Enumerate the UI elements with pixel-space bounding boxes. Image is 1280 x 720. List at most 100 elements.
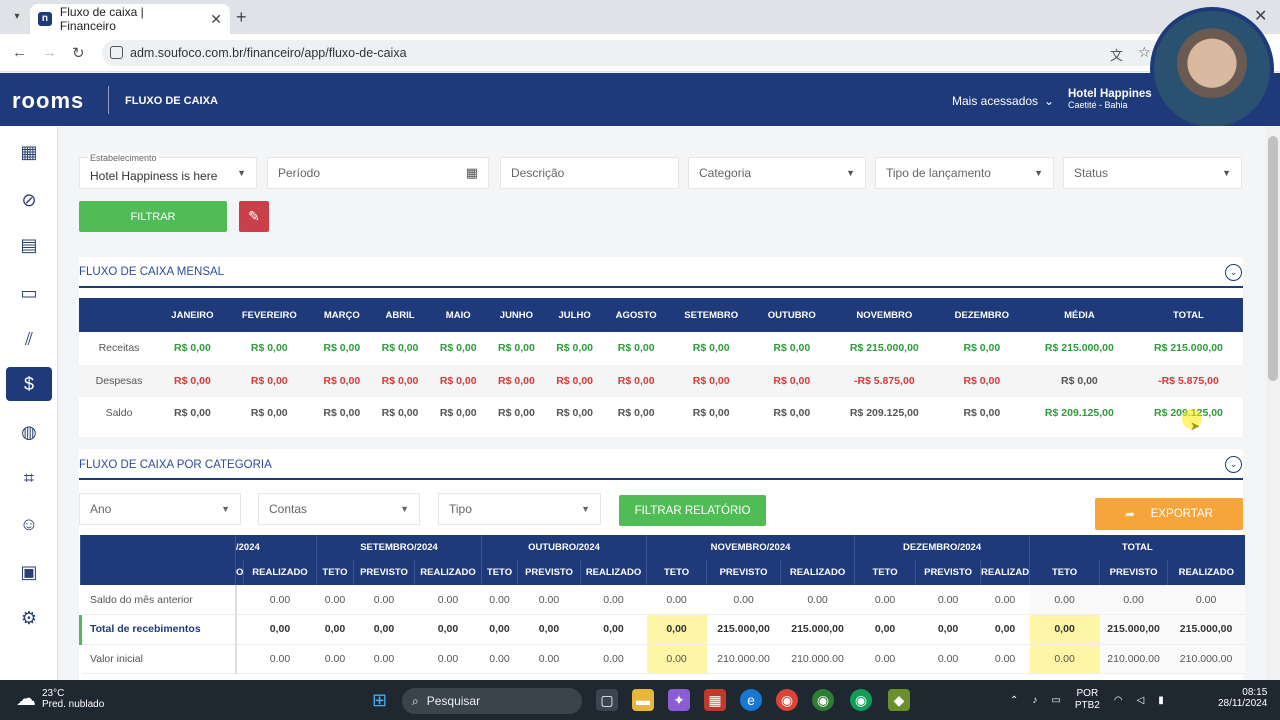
user-settings-icon[interactable]: ⚙ — [20, 607, 38, 628]
calendar-icon[interactable]: ▦ — [465, 165, 478, 180]
edge-icon[interactable]: e — [740, 689, 762, 711]
file-explorer-icon[interactable]: ▬ — [632, 689, 654, 711]
category-cell: 210.000.00 — [1099, 644, 1168, 674]
category-cell: 0.00 — [780, 585, 855, 615]
category-label-header — [80, 535, 236, 585]
category-cell — [235, 585, 244, 615]
hotel-selector[interactable]: Hotel Happines Caetité - Bahia — [1068, 88, 1152, 110]
logo-divider — [108, 86, 109, 114]
categoria-select[interactable]: Categoria ▼ — [688, 157, 866, 189]
site-info-icon[interactable] — [110, 46, 123, 59]
filtrar-button[interactable]: FILTRAR — [79, 201, 227, 232]
monthly-cell: R$ 0,00 — [323, 407, 361, 420]
category-subheader: REALIZADO — [980, 560, 1030, 585]
tab-search-chevron-icon[interactable]: ▾ — [14, 11, 20, 22]
close-tab-icon[interactable]: ✕ — [210, 10, 222, 27]
cloud-sun-icon: ☁ — [16, 688, 36, 710]
chevron-up-icon[interactable]: ⌃ — [1010, 694, 1019, 706]
category-title: FLUXO DE CAIXA POR CATEGORIA — [79, 459, 272, 471]
windows-start-icon[interactable]: ⊞ — [372, 690, 388, 710]
mais-acessados-menu[interactable]: Mais acessados ⌄ — [952, 94, 1054, 108]
browser-tab[interactable]: n Fluxo de caixa | Financeiro ✕ — [30, 4, 230, 34]
category-cell: 0.00 — [580, 585, 647, 615]
smile-icon[interactable]: ☺ — [19, 513, 39, 534]
monthly-cell: R$ 0,00 — [668, 364, 754, 397]
monthly-cell: R$ 0,00 — [603, 364, 669, 397]
new-tab-icon[interactable]: + — [236, 7, 247, 27]
chrome-profile-icon[interactable]: ◉ — [812, 689, 834, 711]
monthly-col-header: OUTUBRO — [753, 298, 830, 332]
category-subheader: PREVISTO — [517, 560, 581, 585]
filtrar-relatorio-button[interactable]: FILTRAR RELATÓRIO — [619, 495, 766, 526]
finance-icon[interactable]: $ — [6, 367, 52, 401]
url-text: adm.soufoco.com.br/financeiro/app/fluxo-… — [130, 46, 407, 60]
battery-icon[interactable]: ▮ — [1158, 694, 1164, 706]
tipo-placeholder: Tipo — [449, 502, 472, 516]
category-cell: 0.00 — [316, 585, 354, 615]
collapse-chevron-icon[interactable]: ⌄ — [1225, 456, 1242, 473]
clear-filters-button[interactable]: ✎ — [239, 201, 269, 232]
back-icon[interactable]: ← — [12, 44, 27, 61]
periodo-input[interactable]: Período ▦ — [267, 157, 489, 189]
contas-select[interactable]: Contas ▼ — [258, 493, 420, 525]
tipo-lancamento-select[interactable]: Tipo de lançamento ▼ — [875, 157, 1054, 189]
display-icon[interactable]: ▭ — [1051, 694, 1061, 706]
forward-icon[interactable]: → — [42, 44, 57, 61]
document-icon[interactable]: ▤ — [20, 234, 38, 255]
qr-scan-icon[interactable]: ⌗ — [23, 467, 35, 488]
category-cell: 215.000,00 — [1167, 614, 1245, 645]
category-group: OUTUBRO/2024 — [481, 535, 647, 560]
monthly-cell: R$ 0,00 — [487, 364, 546, 397]
scrollbar-thumb[interactable] — [1268, 136, 1278, 381]
monthly-cell: R$ 0,00 — [225, 364, 313, 397]
category-cell: 0.00 — [481, 644, 518, 674]
window-close-icon[interactable]: ✕ — [1254, 8, 1268, 25]
clock[interactable]: 08:15 28/11/2024 — [1218, 687, 1267, 709]
calendar-icon[interactable]: ▦ — [20, 141, 38, 162]
language-indicator[interactable]: POR PTB2 — [1075, 688, 1100, 712]
app-bag-icon[interactable]: ◆ — [888, 689, 910, 711]
copilot-icon[interactable]: ✦ — [668, 689, 690, 711]
caret-down-icon: ▼ — [1222, 168, 1231, 178]
mouse-cursor: ➤ — [1182, 409, 1202, 433]
task-view-icon[interactable]: ▢ — [596, 689, 618, 711]
monitor-icon[interactable]: ▣ — [20, 561, 38, 582]
chart-icon[interactable]: ⫽ — [24, 328, 34, 349]
wifi-icon[interactable]: ◠ — [1113, 694, 1123, 706]
category-cell: 0.00 — [980, 585, 1030, 615]
collapse-chevron-icon[interactable]: ⌄ — [1225, 264, 1242, 281]
monthly-cell: R$ 215.000,00 — [1044, 342, 1114, 355]
status-select[interactable]: Status ▼ — [1063, 157, 1242, 189]
category-cell: 210.000.00 — [1167, 644, 1245, 674]
globe-icon[interactable]: ◍ — [21, 421, 37, 442]
sidebar — [0, 126, 58, 680]
bookmark-star-icon[interactable]: ☆ — [1138, 44, 1151, 60]
descricao-input[interactable]: Descrição — [500, 157, 679, 189]
monthly-col-header: FEVEREIRO — [225, 298, 313, 332]
weather-widget[interactable]: ☁ 23°C Pred. nublado — [16, 686, 104, 711]
estabelecimento-select[interactable]: Estabelecimento Hotel Happiness is here … — [79, 153, 257, 189]
tipo-select[interactable]: Tipo ▼ — [438, 493, 601, 525]
key-tag-icon[interactable]: ⊘ — [21, 189, 37, 210]
periodo-placeholder: Período — [278, 166, 321, 180]
category-cell: 0.00 — [646, 585, 707, 615]
microphone-icon[interactable]: ♪ — [1032, 694, 1038, 706]
exportar-button[interactable]: ➦ EXPORTAR — [1095, 498, 1243, 530]
app-icon[interactable]: ▦ — [704, 689, 726, 711]
chrome-active-icon[interactable]: ◉ — [850, 689, 872, 711]
ano-select[interactable]: Ano ▼ — [79, 493, 241, 525]
taskbar-search[interactable]: ⌕ Pesquisar — [402, 688, 582, 714]
volume-icon[interactable]: ◁ — [1136, 694, 1145, 706]
category-cell: 0,00 — [481, 614, 518, 645]
monthly-cell: R$ 0,00 — [250, 407, 288, 420]
monthly-title: FLUXO DE CAIXA MENSAL — [79, 266, 225, 278]
address-bar[interactable]: adm.soufoco.com.br/financeiro/app/fluxo-… — [102, 40, 1162, 66]
translate-icon[interactable]: 文 — [1110, 48, 1124, 63]
monthly-cell: R$ 0,00 — [938, 364, 1025, 397]
chrome-icon[interactable]: ◉ — [776, 689, 798, 711]
reload-icon[interactable]: ↻ — [72, 45, 85, 62]
monthly-cell: R$ 215.000,00 — [849, 342, 919, 355]
caret-down-icon: ▼ — [581, 504, 590, 514]
category-cell: 215.000,00 — [706, 614, 781, 645]
card-check-icon[interactable]: ▭ — [20, 282, 38, 303]
